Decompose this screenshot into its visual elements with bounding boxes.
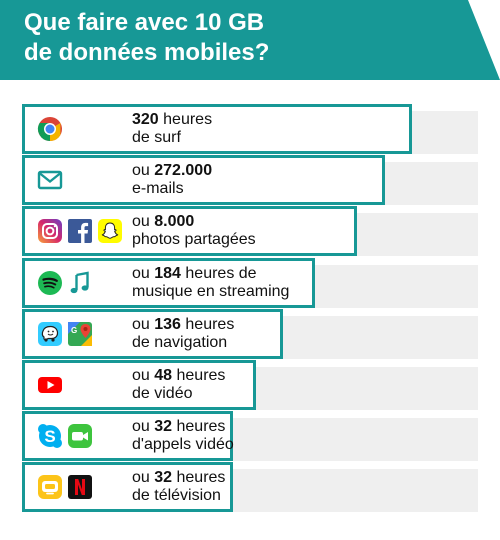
- bar-label-line-1: ou 136 heures: [132, 316, 235, 333]
- bar-icons: G: [37, 321, 93, 347]
- bar-label-line-2: musique en streaming: [132, 283, 290, 300]
- bar-label-line-1: ou 32 heures: [132, 469, 226, 486]
- bar-label: ou 272.000 e-mails: [132, 162, 212, 198]
- bar-label-line-2: de surf: [132, 129, 181, 146]
- bar-label: ou 136 heures de navigation: [132, 316, 234, 352]
- facebook-icon: [67, 218, 93, 244]
- skype-icon: S: [37, 423, 63, 449]
- bar-label-line-1: ou 272.000: [132, 162, 213, 179]
- banner-notch: [468, 0, 500, 80]
- bar-icons: [37, 474, 93, 500]
- svg-text:S: S: [44, 427, 55, 446]
- bar-label-line-1: ou 48 heures: [132, 367, 226, 384]
- bar-label: ou 184 heures de musique en streaming: [132, 265, 289, 301]
- instagram-icon: [37, 218, 63, 244]
- facetime-icon: [67, 423, 93, 449]
- youtube-icon: [37, 372, 63, 398]
- bar-6: ou 48 heures de vidéo: [22, 360, 256, 410]
- title-line-2: de données mobiles?: [24, 39, 270, 66]
- bar-value: 32: [154, 418, 173, 435]
- bar-value: 136: [154, 316, 181, 333]
- tv-app-icon: [37, 474, 63, 500]
- bar-label: 320 heures de surf: [132, 111, 212, 147]
- bar-label: ou 32 heures de télévision: [132, 469, 225, 505]
- bar-value: 320: [132, 111, 159, 128]
- bar-4: ou 184 heures de musique en streaming: [22, 258, 315, 308]
- bar-label-line-1: ou 8.000: [132, 213, 195, 230]
- bar-icons: [37, 372, 63, 398]
- bar-icons: [37, 218, 123, 244]
- waze-icon: [37, 321, 63, 347]
- bar-label-line-2: d'appels vidéo: [132, 436, 234, 453]
- bar-2: ou 272.000 e-mails: [22, 155, 385, 205]
- svg-text:G: G: [71, 326, 77, 335]
- bar-1: 320 heures de surf: [22, 104, 412, 154]
- bar-icons: [37, 116, 63, 142]
- title-banner: Que faire avec 10 GB de données mobiles?: [0, 0, 500, 80]
- spotify-icon: [37, 270, 63, 296]
- bar-label: ou 48 heures de vidéo: [132, 367, 225, 403]
- title-line-1: Que faire avec 10 GB: [24, 9, 265, 36]
- bar-value: 8.000: [154, 213, 195, 230]
- bar-value: 272.000: [154, 162, 213, 179]
- bar-label-line-1: ou 32 heures: [132, 418, 226, 435]
- bar-label: ou 32 heures d'appels vidéo: [132, 418, 234, 454]
- netflix-icon: [67, 474, 93, 500]
- chrome-icon: [37, 116, 63, 142]
- mail-icon: [37, 167, 63, 193]
- bar-label-line-2: photos partagées: [132, 231, 256, 248]
- bar-value: 32: [154, 469, 173, 486]
- bar-label-line-1: 320 heures: [132, 111, 213, 128]
- music-note-icon: [67, 270, 93, 296]
- bar-icons: S: [37, 423, 93, 449]
- bar-label-line-2: de télévision: [132, 487, 221, 504]
- bar-label-line-2: e-mails: [132, 180, 184, 197]
- bar-icons: [37, 167, 63, 193]
- google-maps-icon: G: [67, 321, 93, 347]
- bar-label-line-1: ou 184 heures de: [132, 265, 257, 282]
- chart-title: Que faire avec 10 GB de données mobiles?: [24, 8, 269, 68]
- bar-value: 184: [154, 265, 181, 282]
- bar-3: ou 8.000 photos partagées: [22, 206, 357, 256]
- bar-8: ou 32 heures de télévision: [22, 462, 233, 512]
- bar-label: ou 8.000 photos partagées: [132, 213, 256, 249]
- bar-label-line-2: de vidéo: [132, 385, 193, 402]
- bar-icons: [37, 270, 93, 296]
- snapchat-icon: [97, 218, 123, 244]
- bar-value: 48: [154, 367, 173, 384]
- bar-label-line-2: de navigation: [132, 334, 228, 351]
